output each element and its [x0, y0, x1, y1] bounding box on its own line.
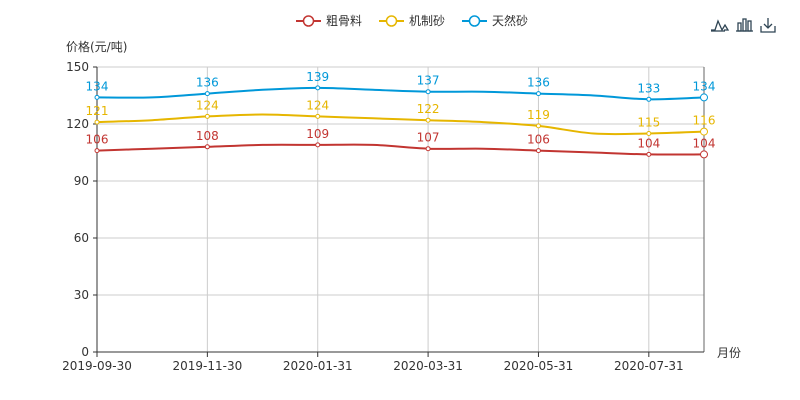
legend-label: 机制砂 — [409, 14, 445, 28]
toolbox — [711, 18, 776, 33]
legend-label: 天然砂 — [492, 13, 528, 28]
data-point — [646, 96, 652, 102]
data-point — [535, 148, 541, 154]
data-point — [700, 150, 708, 159]
data-point — [535, 123, 541, 129]
data-label: 109 — [306, 127, 329, 141]
data-point — [315, 85, 321, 91]
data-point — [315, 113, 321, 119]
y-tick-label: 90 — [74, 174, 89, 188]
data-label: 104 — [637, 136, 660, 150]
data-label: 121 — [86, 104, 109, 118]
x-tick-label: 2020-01-31 — [283, 359, 353, 373]
y-tick-label: 120 — [66, 117, 89, 131]
data-label: 124 — [306, 98, 329, 112]
data-label: 124 — [196, 98, 219, 112]
legend-symbol — [302, 15, 315, 27]
data-label: 106 — [86, 133, 109, 147]
data-label: 136 — [196, 76, 219, 90]
y-tick-label: 0 — [81, 345, 89, 359]
x-tick-label: 2019-09-30 — [62, 359, 132, 373]
data-point — [94, 148, 100, 154]
download-icon[interactable] — [760, 18, 776, 33]
data-point — [425, 89, 431, 95]
data-label: 104 — [693, 136, 716, 150]
legend: 粗骨料 机制砂 天然砂 — [296, 13, 528, 28]
data-label: 134 — [86, 79, 109, 93]
data-point — [535, 91, 541, 97]
series-line — [96, 113, 705, 136]
data-label: 116 — [693, 114, 716, 128]
data-label: 107 — [417, 131, 440, 145]
series-天然砂: 134 136 139 137 136 133 134 — [86, 70, 716, 102]
y-tick-label: 150 — [66, 60, 89, 74]
data-point — [646, 151, 652, 157]
legend-item-天然砂[interactable]: 天然砂 — [462, 13, 528, 28]
series-line — [96, 86, 705, 101]
x-tick-label: 2020-03-31 — [393, 359, 463, 373]
y-axis-title: 价格(元/吨) — [66, 39, 127, 54]
legend-label: 粗骨料 — [326, 14, 362, 28]
data-label: 136 — [527, 76, 550, 90]
legend-item-粗骨料[interactable]: 粗骨料 — [296, 14, 362, 28]
data-point — [204, 113, 210, 119]
data-label: 119 — [527, 108, 550, 122]
data-label: 139 — [306, 70, 329, 84]
data-point — [94, 94, 100, 100]
legend-symbol — [468, 15, 481, 27]
series-line — [96, 143, 705, 156]
data-point — [425, 117, 431, 123]
legend-item-机制砂[interactable]: 机制砂 — [379, 14, 445, 28]
x-tick-label: 2020-07-31 — [614, 359, 684, 373]
data-point — [700, 127, 708, 136]
data-point — [204, 91, 210, 97]
data-point — [204, 144, 210, 150]
y-tick-label: 30 — [74, 288, 89, 302]
x-axis-title: 月份 — [717, 346, 741, 360]
bar-chart-icon[interactable] — [736, 18, 753, 32]
data-point — [646, 131, 652, 136]
data-label: 115 — [637, 116, 660, 130]
x-tick-label: 2020-05-31 — [504, 359, 574, 373]
data-label: 122 — [417, 102, 440, 116]
data-point — [425, 146, 431, 152]
data-point — [315, 142, 321, 148]
data-label: 133 — [637, 81, 660, 95]
data-label: 134 — [693, 79, 716, 93]
data-label: 108 — [196, 129, 219, 143]
data-point — [94, 119, 100, 125]
data-label: 106 — [527, 133, 550, 147]
x-tick-label: 2019-11-30 — [172, 359, 242, 373]
legend-symbol — [385, 15, 398, 27]
series-机制砂: 121 124 124 122 119 115 116 — [86, 98, 716, 136]
series-粗骨料: 106 108 109 107 106 104 104 — [86, 127, 716, 159]
data-point — [700, 93, 708, 102]
y-tick-label: 60 — [74, 231, 89, 245]
line-chart-icon[interactable] — [711, 19, 730, 32]
data-label: 137 — [417, 74, 440, 88]
